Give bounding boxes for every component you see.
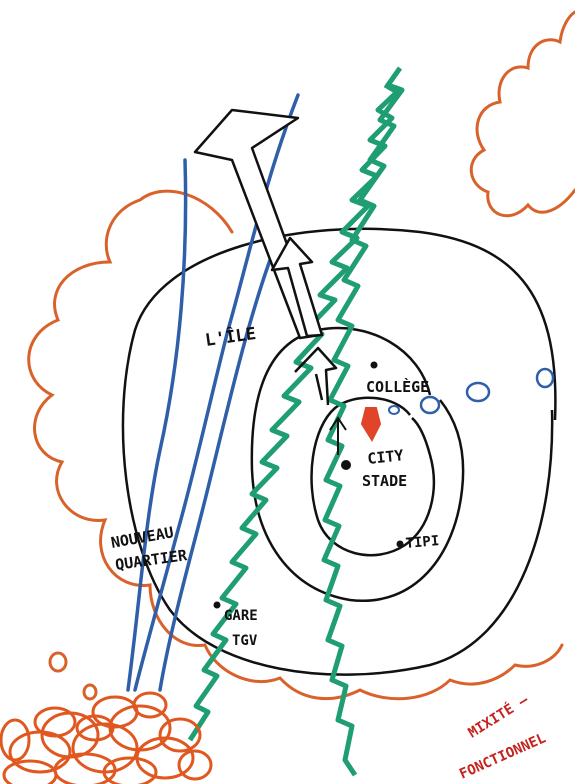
orange-circle-1 [48,651,68,673]
greenway-left [187,82,400,742]
dot-icon [341,460,351,470]
label-tipi: TIPI [405,533,440,552]
map-pin-icon [360,407,382,443]
up-arrow-icon [193,108,322,340]
blue-circle-3 [535,367,555,389]
label-mixite: MIXITÉ — [465,691,532,741]
label-college: COLLÈGE [366,377,429,396]
greenway-right [321,66,405,777]
label-tgv: TGV [232,633,258,649]
label-city: CITY [367,446,405,468]
dot-icon [396,540,404,548]
orange-circle-2 [82,683,98,701]
river-line-2 [133,93,300,692]
blue-circle-2 [465,381,491,403]
label-gare: GARE [224,608,258,624]
label-quartier: QUARTIER [114,546,189,574]
outer-circle [121,227,557,676]
small-arrow-icon [294,346,338,406]
up-arrow-small-icon [270,236,324,338]
dot-icon [213,601,221,609]
river-line-1 [126,158,188,692]
middle-circle [250,326,465,603]
label-fonctionnel: FONCTIONNEL [457,730,548,782]
blue-circle-4 [388,405,400,415]
label-nouveau: NOUVEAU [110,523,175,552]
scribble-mass [0,691,213,784]
blue-circle-1 [419,395,441,415]
river-line-3 [158,258,272,692]
tiny-arrow-icon [329,416,347,455]
dot-icon [370,361,378,369]
cloud-outline-right [469,10,575,218]
cloud-outline-left [27,189,564,701]
label-stade: STADE [362,472,407,490]
